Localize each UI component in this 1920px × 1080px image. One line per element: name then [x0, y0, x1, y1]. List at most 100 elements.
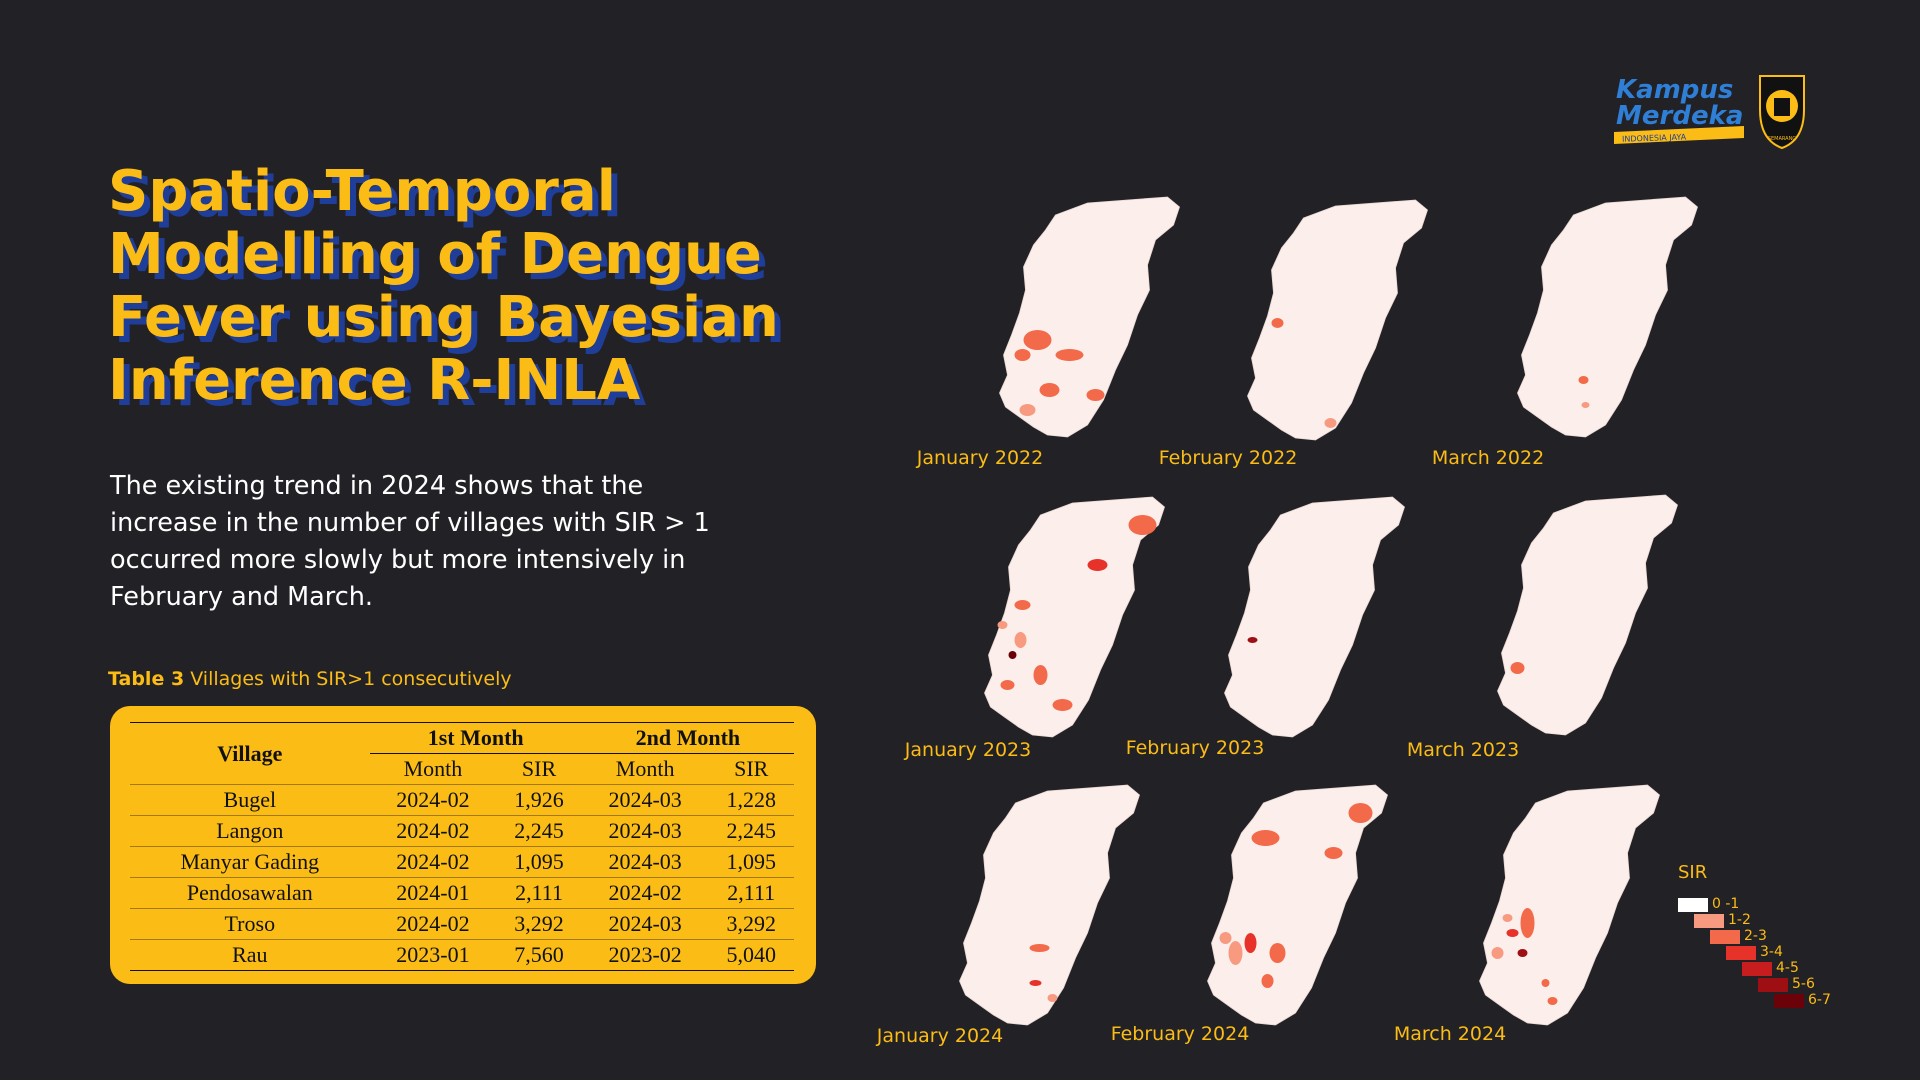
choropleth-map — [1497, 494, 1678, 736]
high-sir-village — [1261, 974, 1274, 988]
high-sir-village — [1014, 349, 1031, 361]
village-cell: Manyar Gading — [130, 846, 370, 878]
map-label: March 2022 — [1431, 447, 1545, 469]
high-sir-village — [1348, 803, 1373, 823]
second-sir-cell: 5,040 — [708, 939, 794, 971]
legend-label: 4-5 — [1776, 960, 1799, 976]
high-sir-village — [1324, 847, 1343, 859]
page-title: Spatio-Temporal Modelling of Dengue Feve… — [108, 159, 779, 413]
second-sir-cell: 2,245 — [708, 815, 794, 847]
first-month-header: 1st Month — [369, 722, 582, 754]
first-sir-cell: 2,245 — [496, 815, 582, 847]
high-sir-village — [1547, 997, 1558, 1005]
high-sir-village — [1228, 941, 1243, 965]
high-sir-village — [1491, 947, 1504, 959]
table-row: Troso 2024-02 3,292 2024-03 3,292 — [130, 908, 794, 940]
seal-text: SEMARANG — [1768, 136, 1796, 142]
map-label: January 2024 — [876, 1025, 1004, 1047]
first-sir-cell: 1,095 — [496, 846, 582, 878]
high-sir-village — [1269, 943, 1286, 963]
first-sir-cell: 1,926 — [496, 784, 582, 816]
kampus-merdeka-logo: Kampus Merdeka INDONESIA JAYA SEMARANG — [1612, 70, 1822, 155]
village-cell: Pendosawalan — [130, 877, 370, 909]
first-month-cell: 2024-02 — [369, 908, 497, 940]
sir-subheader: SIR — [734, 756, 769, 781]
first-sir-cell: 2,111 — [496, 877, 582, 909]
high-sir-village — [1014, 600, 1031, 610]
legend-label: 1-2 — [1728, 912, 1751, 928]
village-cell: Troso — [130, 908, 370, 940]
choropleth-map — [1517, 196, 1698, 438]
high-sir-village — [1271, 318, 1284, 328]
high-sir-village — [1247, 637, 1258, 643]
first-month-cell: 2024-02 — [369, 784, 497, 816]
village-cell: Bugel — [130, 784, 370, 816]
village-cell: Langon — [130, 815, 370, 847]
table-row: Bugel 2024-02 1,926 2024-03 1,228 — [130, 784, 794, 816]
map-label: February 2022 — [1158, 447, 1298, 469]
map-label: February 2023 — [1125, 737, 1265, 759]
high-sir-village — [1033, 665, 1048, 685]
sir-subheader: SIR — [521, 756, 557, 781]
first-month-cell: 2023-01 — [369, 939, 497, 971]
map-label: March 2024 — [1393, 1023, 1507, 1045]
high-sir-village — [1502, 914, 1513, 922]
village-header: Village — [130, 722, 370, 785]
high-sir-village — [1052, 699, 1073, 711]
high-sir-village — [1000, 680, 1015, 690]
sir-table: Village 1st Month 2nd Month Month SIR Mo… — [130, 722, 794, 971]
map-label: February 2024 — [1110, 1023, 1250, 1045]
table-caption-label: Table 3 — [108, 668, 185, 690]
high-sir-village — [1244, 933, 1257, 953]
description-text: The existing trend in 2024 shows that th… — [110, 471, 710, 612]
high-sir-village — [1019, 404, 1036, 416]
high-sir-village — [1087, 559, 1108, 571]
region-outline — [1224, 496, 1405, 738]
second-sir-cell: 1,095 — [708, 846, 794, 878]
legend-swatch — [1742, 962, 1772, 976]
table-row: Rau 2023-01 7,560 2023-02 5,040 — [130, 939, 794, 971]
sir-legend: SIR 0 -1 1-2 2-3 3-4 4-5 5-6 6-7 — [1678, 862, 1858, 1012]
second-month-cell: 2024-03 — [581, 784, 709, 816]
first-month-cell: 2024-01 — [369, 877, 497, 909]
second-month-cell: 2024-02 — [581, 877, 709, 909]
month-subheader: Month — [615, 756, 675, 781]
second-month-header: 2nd Month — [581, 722, 794, 754]
high-sir-village — [1219, 932, 1232, 944]
high-sir-village — [1055, 349, 1084, 361]
second-sir-cell: 1,228 — [708, 784, 794, 816]
second-month-cell: 2024-03 — [581, 815, 709, 847]
high-sir-village — [997, 621, 1008, 629]
high-sir-village — [1581, 402, 1590, 408]
high-sir-village — [1517, 949, 1528, 957]
legend-swatch — [1774, 994, 1804, 1008]
high-sir-village — [1008, 651, 1017, 659]
region-outline — [1517, 196, 1698, 438]
region-outline — [1497, 494, 1678, 736]
choropleth-map — [984, 496, 1165, 738]
choropleth-map — [1224, 496, 1405, 738]
table-row: Langon 2024-02 2,245 2024-03 2,245 — [130, 815, 794, 847]
first-month-cell: 2024-02 — [369, 846, 497, 878]
region-outline — [1479, 784, 1660, 1026]
choropleth-map — [1247, 199, 1428, 441]
legend-label: 5-6 — [1792, 976, 1815, 992]
region-outline — [959, 784, 1140, 1026]
legend-label: 0 -1 — [1712, 896, 1740, 912]
high-sir-village — [1086, 389, 1105, 401]
second-month-cell: 2024-03 — [581, 908, 709, 940]
choropleth-map — [1479, 784, 1660, 1026]
legend-swatch — [1678, 898, 1708, 912]
first-sir-cell: 3,292 — [496, 908, 582, 940]
table-caption: Table 3 Villages with SIR>1 consecutivel… — [108, 668, 512, 690]
map-label: March 2023 — [1406, 739, 1520, 761]
second-sir-cell: 2,111 — [708, 877, 794, 909]
region-outline — [1207, 784, 1388, 1026]
high-sir-village — [1029, 944, 1050, 952]
table-row: Manyar Gading 2024-02 1,095 2024-03 1,095 — [130, 846, 794, 878]
high-sir-village — [1510, 662, 1525, 674]
first-sir-cell: 7,560 — [496, 939, 582, 971]
high-sir-village — [1029, 980, 1042, 986]
high-sir-village — [1014, 632, 1027, 648]
month-subheader: Month — [403, 756, 463, 781]
